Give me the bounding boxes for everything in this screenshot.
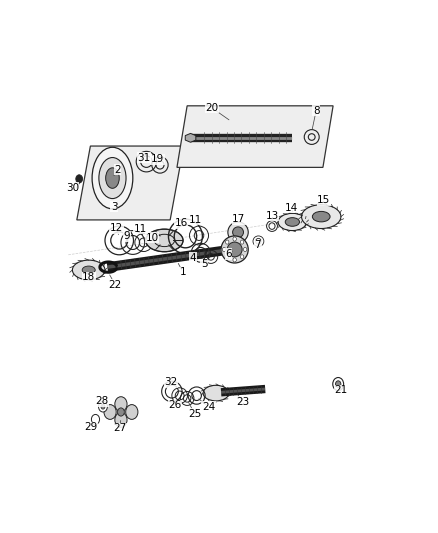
Circle shape bbox=[104, 405, 116, 419]
Ellipse shape bbox=[228, 222, 248, 243]
Circle shape bbox=[336, 381, 341, 387]
Circle shape bbox=[117, 408, 124, 416]
Circle shape bbox=[240, 255, 244, 259]
Circle shape bbox=[92, 415, 99, 424]
Ellipse shape bbox=[106, 168, 119, 188]
Text: 16: 16 bbox=[174, 218, 187, 228]
Ellipse shape bbox=[285, 217, 300, 227]
Text: 28: 28 bbox=[95, 397, 108, 406]
Text: 2: 2 bbox=[114, 165, 121, 175]
Text: 10: 10 bbox=[145, 232, 159, 243]
Text: 30: 30 bbox=[66, 183, 79, 193]
Ellipse shape bbox=[99, 158, 126, 199]
Text: 29: 29 bbox=[85, 422, 98, 432]
Ellipse shape bbox=[278, 213, 307, 231]
Text: 25: 25 bbox=[188, 409, 201, 418]
Polygon shape bbox=[177, 106, 333, 167]
Text: 24: 24 bbox=[202, 402, 215, 411]
Text: 21: 21 bbox=[334, 385, 347, 395]
Text: 1: 1 bbox=[180, 268, 187, 278]
Circle shape bbox=[115, 413, 127, 427]
Text: 12: 12 bbox=[110, 223, 123, 233]
Text: 11: 11 bbox=[134, 224, 147, 234]
Circle shape bbox=[76, 175, 83, 183]
Text: 31: 31 bbox=[137, 152, 150, 163]
Circle shape bbox=[101, 404, 105, 409]
Ellipse shape bbox=[312, 212, 330, 222]
Text: 18: 18 bbox=[82, 272, 95, 282]
Ellipse shape bbox=[72, 260, 105, 280]
Text: 22: 22 bbox=[109, 280, 122, 290]
Text: 27: 27 bbox=[113, 423, 127, 433]
Circle shape bbox=[233, 237, 237, 241]
Text: 32: 32 bbox=[164, 377, 177, 387]
Text: 3: 3 bbox=[111, 202, 117, 212]
Text: 6: 6 bbox=[225, 249, 232, 259]
Circle shape bbox=[226, 255, 229, 259]
Text: 17: 17 bbox=[232, 214, 245, 224]
Circle shape bbox=[226, 240, 229, 244]
Text: 9: 9 bbox=[124, 231, 130, 241]
Ellipse shape bbox=[92, 147, 133, 209]
Text: 14: 14 bbox=[285, 203, 298, 213]
Ellipse shape bbox=[233, 227, 244, 238]
Text: 23: 23 bbox=[237, 397, 250, 407]
Text: 5: 5 bbox=[201, 259, 208, 269]
Ellipse shape bbox=[203, 385, 229, 401]
Text: 19: 19 bbox=[151, 154, 164, 164]
Text: 13: 13 bbox=[265, 211, 279, 221]
Circle shape bbox=[244, 247, 247, 252]
Text: 15: 15 bbox=[317, 195, 331, 205]
Text: 26: 26 bbox=[169, 400, 182, 410]
Text: 7: 7 bbox=[254, 240, 261, 251]
Text: 11: 11 bbox=[189, 215, 202, 225]
Ellipse shape bbox=[221, 236, 248, 263]
Polygon shape bbox=[185, 133, 196, 142]
Circle shape bbox=[233, 258, 237, 262]
Ellipse shape bbox=[227, 242, 242, 257]
Ellipse shape bbox=[146, 229, 183, 252]
Text: 4: 4 bbox=[190, 253, 197, 263]
Circle shape bbox=[99, 401, 107, 412]
Polygon shape bbox=[77, 146, 184, 220]
Circle shape bbox=[240, 240, 244, 244]
Circle shape bbox=[126, 405, 138, 419]
Text: 20: 20 bbox=[205, 103, 219, 113]
Circle shape bbox=[115, 397, 127, 411]
Circle shape bbox=[223, 247, 226, 252]
Text: 8: 8 bbox=[313, 106, 319, 116]
Ellipse shape bbox=[301, 205, 341, 229]
Circle shape bbox=[333, 377, 344, 391]
Ellipse shape bbox=[82, 266, 95, 274]
